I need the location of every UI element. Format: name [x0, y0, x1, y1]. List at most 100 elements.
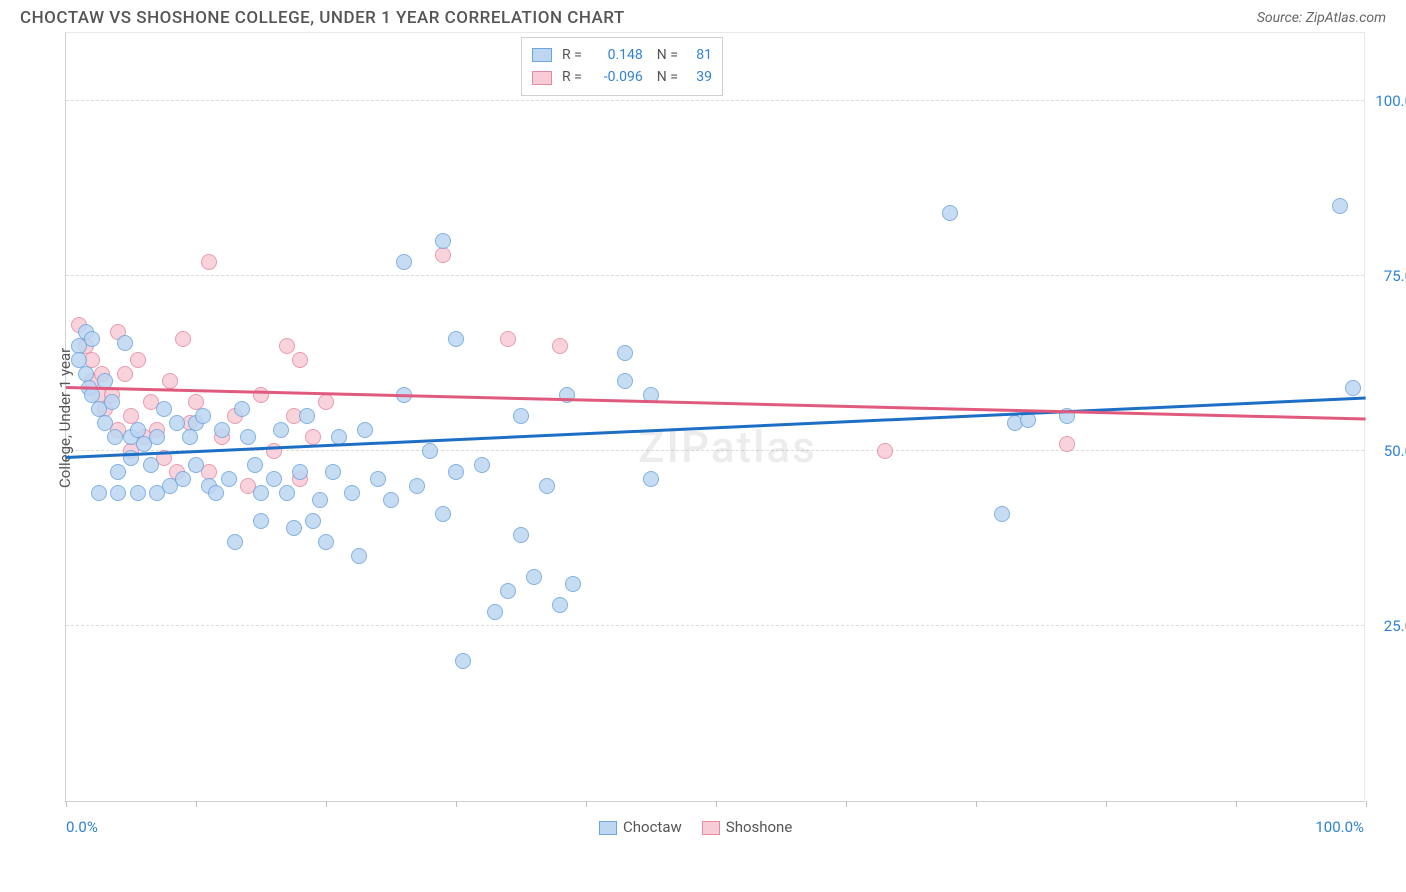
x-tick [326, 801, 327, 807]
scatter-point-choctaw [325, 464, 341, 480]
n-value: 39 [684, 66, 712, 88]
scatter-point-choctaw [279, 485, 295, 501]
scatter-point-choctaw [1332, 198, 1348, 214]
scatter-point-choctaw [526, 569, 542, 585]
x-tick [1366, 801, 1367, 807]
scatter-point-shoshone [201, 254, 217, 270]
legend-row-choctaw: R =0.148N =81 [532, 44, 712, 66]
bottom-legend-item-choctaw: Choctaw [599, 818, 682, 836]
y-tick-label: 75.0% [1384, 267, 1406, 285]
legend-swatch [702, 821, 720, 835]
scatter-point-choctaw [253, 485, 269, 501]
scatter-point-choctaw [169, 415, 185, 431]
y-tick-label: 50.0% [1384, 442, 1406, 460]
x-label-right: 100.0% [1315, 818, 1364, 836]
scatter-point-choctaw [500, 583, 516, 599]
scatter-point-choctaw [117, 335, 133, 351]
scatter-point-choctaw [357, 422, 373, 438]
scatter-point-choctaw [227, 534, 243, 550]
scatter-point-choctaw [994, 506, 1010, 522]
legend-swatch [532, 71, 552, 85]
scatter-point-choctaw [617, 373, 633, 389]
plot-area: 25.0%50.0%75.0%100.0%0.0%100.0%College, … [65, 32, 1365, 802]
y-tick-label: 25.0% [1384, 617, 1406, 635]
scatter-point-shoshone [253, 387, 269, 403]
scatter-point-choctaw [422, 443, 438, 459]
scatter-point-shoshone [117, 366, 133, 382]
scatter-point-choctaw [130, 485, 146, 501]
scatter-point-choctaw [175, 471, 191, 487]
r-value: 0.148 [588, 44, 643, 66]
scatter-point-choctaw [344, 485, 360, 501]
scatter-point-choctaw [91, 485, 107, 501]
scatter-point-choctaw [617, 345, 633, 361]
scatter-point-choctaw [474, 457, 490, 473]
gridline-h [66, 450, 1364, 451]
scatter-point-choctaw [539, 478, 555, 494]
r-label: R = [562, 44, 582, 66]
scatter-point-choctaw [351, 548, 367, 564]
scatter-point-shoshone [175, 331, 191, 347]
scatter-point-choctaw [286, 520, 302, 536]
scatter-point-choctaw [292, 464, 308, 480]
scatter-point-choctaw [305, 513, 321, 529]
x-tick [716, 801, 717, 807]
scatter-point-choctaw [110, 464, 126, 480]
scatter-point-choctaw [455, 653, 471, 669]
scatter-point-choctaw [208, 485, 224, 501]
scatter-point-choctaw [104, 394, 120, 410]
scatter-point-choctaw [312, 492, 328, 508]
scatter-point-choctaw [97, 415, 113, 431]
chart-wrap: 25.0%50.0%75.0%100.0%0.0%100.0%College, … [20, 32, 1386, 862]
r-label: R = [562, 66, 582, 88]
scatter-point-choctaw [84, 331, 100, 347]
scatter-point-choctaw [156, 401, 172, 417]
scatter-point-choctaw [143, 457, 159, 473]
scatter-point-choctaw [149, 429, 165, 445]
scatter-point-choctaw [253, 513, 269, 529]
scatter-point-choctaw [565, 576, 581, 592]
chart-source: Source: ZipAtlas.com [1257, 10, 1386, 26]
scatter-point-shoshone [292, 352, 308, 368]
scatter-point-choctaw [487, 604, 503, 620]
y-tick-label: 100.0% [1375, 92, 1406, 110]
scatter-point-shoshone [279, 338, 295, 354]
n-value: 81 [684, 44, 712, 66]
scatter-point-shoshone [318, 394, 334, 410]
scatter-point-choctaw [195, 408, 211, 424]
scatter-point-shoshone [130, 352, 146, 368]
legend-stats-box: R =0.148N =81R =-0.096N =39 [521, 37, 723, 96]
scatter-point-choctaw [409, 478, 425, 494]
x-tick [196, 801, 197, 807]
scatter-point-choctaw [318, 534, 334, 550]
legend-swatch [532, 48, 552, 62]
y-axis-title: College, Under 1 year [56, 348, 74, 488]
scatter-point-shoshone [162, 373, 178, 389]
n-label: N = [657, 66, 678, 88]
scatter-point-choctaw [448, 464, 464, 480]
x-tick [1236, 801, 1237, 807]
scatter-point-choctaw [240, 429, 256, 445]
scatter-point-choctaw [299, 408, 315, 424]
scatter-point-choctaw [643, 471, 659, 487]
scatter-point-choctaw [234, 401, 250, 417]
scatter-point-choctaw [247, 457, 263, 473]
scatter-point-choctaw [435, 233, 451, 249]
scatter-point-choctaw [221, 471, 237, 487]
legend-swatch [599, 821, 617, 835]
r-value: -0.096 [588, 66, 643, 88]
scatter-point-shoshone [435, 247, 451, 263]
gridline-h [66, 625, 1364, 626]
trend-line-choctaw [66, 396, 1366, 458]
scatter-point-choctaw [396, 254, 412, 270]
scatter-point-choctaw [513, 408, 529, 424]
scatter-point-choctaw [266, 471, 282, 487]
scatter-point-choctaw [273, 422, 289, 438]
x-tick [66, 801, 67, 807]
scatter-point-choctaw [107, 429, 123, 445]
scatter-point-choctaw [552, 597, 568, 613]
scatter-point-choctaw [182, 429, 198, 445]
scatter-point-shoshone [1059, 436, 1075, 452]
scatter-point-choctaw [448, 331, 464, 347]
gridline-h [66, 275, 1364, 276]
